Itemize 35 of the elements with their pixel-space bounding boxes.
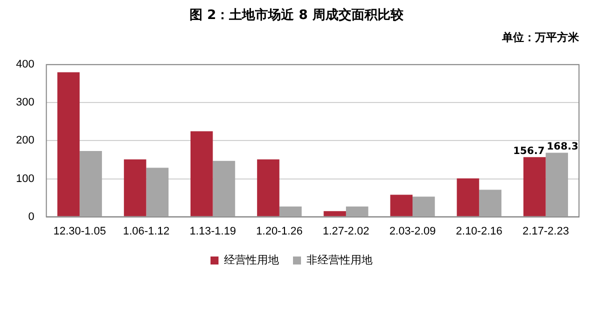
legend-label: 经营性用地 (224, 254, 279, 267)
x-tick-label: 12.30-1.05 (53, 225, 106, 238)
x-tick-label: 1.06-1.12 (122, 225, 170, 238)
bar (146, 168, 169, 216)
data-label: 168.3 (546, 141, 578, 152)
x-tick-label: 1.20-1.26 (256, 225, 303, 238)
bar (346, 206, 368, 216)
y-tick-label: 100 (16, 172, 34, 185)
bar (190, 131, 213, 216)
x-tick-label: 2.03-2.09 (389, 225, 436, 238)
bar (124, 159, 146, 216)
x-tick-label: 1.27-2.02 (322, 225, 370, 238)
bar (324, 211, 346, 216)
data-label: 156.7 (513, 146, 545, 157)
bar (390, 194, 413, 216)
y-tick-label: 0 (28, 210, 34, 223)
legend-label: 非经营性用地 (306, 254, 372, 267)
bar (257, 159, 280, 216)
x-tick-label: 1.13-1.19 (190, 225, 236, 238)
bar (456, 178, 480, 216)
y-tick-label: 200 (16, 134, 34, 147)
chart-subtitle: 单位：万平方米 (502, 30, 579, 45)
y-tick-label: 300 (16, 96, 34, 109)
bar (80, 150, 102, 216)
bar (412, 196, 435, 216)
bar (57, 72, 80, 216)
y-tick-label: 400 (16, 58, 34, 71)
x-tick-label: 2.17-2.23 (522, 225, 569, 238)
bar (212, 160, 236, 216)
chart-title: 图 2：土地市场近 8 周成交面积比较 (188, 6, 404, 24)
bar (546, 152, 568, 216)
x-tick-label: 2.10-2.16 (456, 225, 502, 238)
bar (479, 190, 502, 216)
bar (279, 206, 302, 216)
bar (523, 157, 546, 216)
